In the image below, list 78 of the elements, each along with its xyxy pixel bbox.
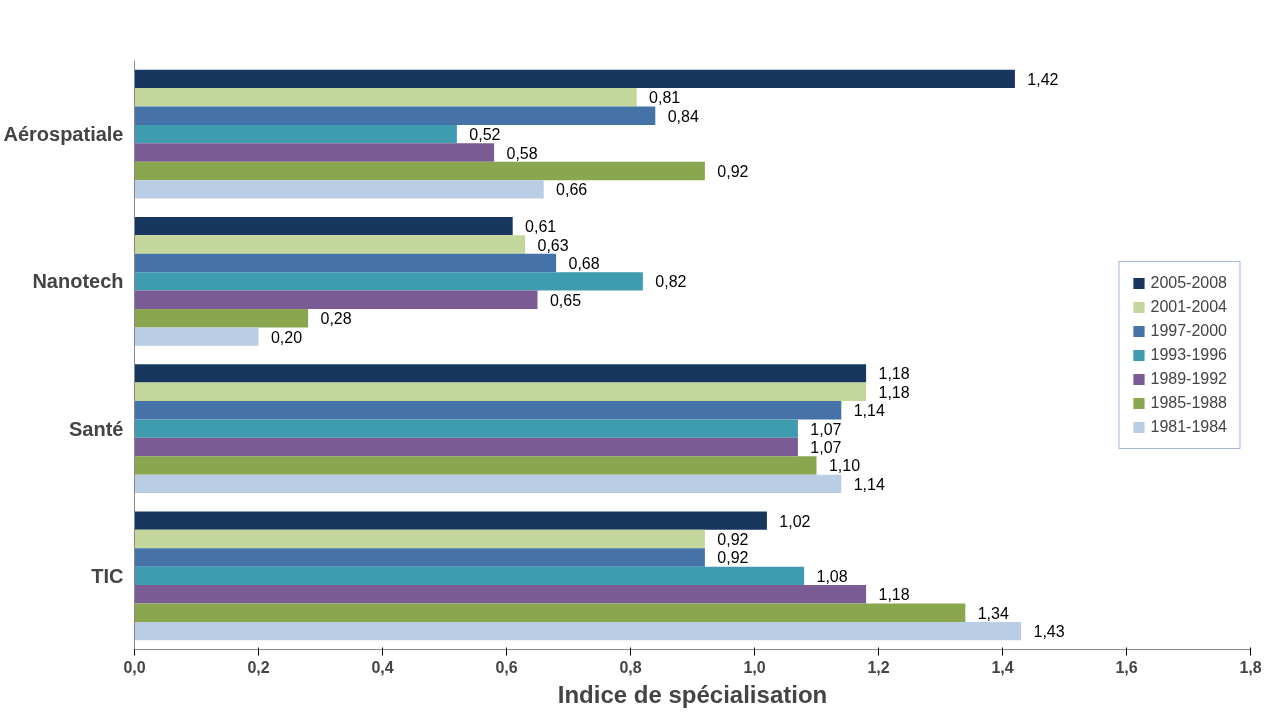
bar (134, 327, 259, 346)
data-label: 1,18 (878, 383, 910, 401)
legend-label: 2005-2008 (1150, 273, 1227, 292)
data-label: 0,65 (549, 291, 582, 309)
data-label: 0,66 (556, 181, 588, 199)
bar (134, 180, 544, 199)
legend-label: 2001-2004 (1150, 297, 1227, 316)
legend-label: 1997-2000 (1150, 321, 1227, 340)
bar (134, 511, 767, 530)
bar (134, 603, 966, 622)
bar (134, 621, 1022, 641)
data-label: 0,28 (320, 310, 352, 328)
data-label: 0,58 (506, 144, 538, 162)
y-tick-label: TIC (91, 564, 124, 587)
bar (134, 566, 805, 586)
bar (134, 419, 798, 438)
data-label: 1,08 (816, 567, 848, 585)
bar (134, 235, 526, 254)
bar (134, 364, 867, 383)
bar (134, 253, 557, 273)
data-label: 0,92 (717, 162, 749, 180)
x-tick-label: 1,8 (1239, 658, 1262, 676)
data-label: 0,92 (717, 531, 749, 549)
bar (134, 401, 842, 420)
data-label: 1,10 (828, 457, 861, 475)
x-axis-title: Indice de spécialisation (557, 680, 828, 708)
legend-label: 1985-1988 (1150, 393, 1227, 412)
legend-label: 1993-1996 (1150, 345, 1227, 364)
x-tick-label: 1,0 (743, 658, 766, 676)
data-label: 0,84 (667, 107, 699, 125)
bar (134, 548, 705, 567)
data-label: 1,34 (977, 604, 1009, 622)
x-tick-label: 0,4 (371, 658, 394, 676)
data-label: 0,81 (649, 89, 681, 107)
data-label: 1,42 (1027, 70, 1059, 88)
bar (134, 216, 513, 236)
bar (134, 161, 705, 181)
bar (134, 308, 309, 328)
data-label: 0,61 (525, 218, 557, 236)
x-tick-label: 1,2 (867, 658, 890, 676)
x-tick-label: 0,6 (495, 658, 518, 676)
data-label: 1,02 (779, 512, 811, 530)
legend-label: 1989-1992 (1150, 369, 1227, 388)
x-tick-label: 0,2 (247, 658, 270, 676)
legend-label: 1981-1984 (1150, 417, 1227, 436)
bar (134, 106, 656, 125)
y-tick-label: Aérospatiale (3, 123, 124, 146)
bar (134, 272, 643, 291)
bar (134, 474, 842, 494)
y-tick-label: Nanotech (32, 270, 124, 293)
data-label: 1,43 (1033, 623, 1065, 641)
x-tick-label: 1,4 (991, 658, 1014, 676)
x-tick-label: 1,6 (1115, 658, 1138, 676)
bar (134, 290, 538, 309)
data-label: 0,92 (717, 549, 749, 567)
data-label: 0,82 (655, 273, 687, 291)
bar (134, 437, 798, 457)
bar (134, 143, 495, 162)
bar (134, 124, 457, 144)
bar (134, 585, 867, 604)
data-label: 1,07 (810, 439, 842, 457)
y-tick-label: Santé (69, 417, 124, 440)
bar (134, 529, 705, 549)
data-label: 0,52 (469, 126, 501, 144)
data-label: 0,63 (537, 236, 569, 254)
x-tick-label: 0,0 (123, 658, 146, 676)
bar (134, 382, 867, 402)
data-label: 1,14 (853, 402, 885, 420)
data-label: 1,14 (853, 475, 885, 493)
bar (134, 456, 817, 475)
bar (134, 88, 637, 107)
data-label: 0,68 (568, 254, 600, 272)
bar (134, 69, 1015, 89)
data-label: 1,18 (878, 586, 910, 604)
x-tick-label: 0,8 (619, 658, 642, 676)
data-label: 0,20 (270, 328, 303, 346)
data-label: 1,07 (810, 420, 842, 438)
data-label: 1,18 (878, 365, 910, 383)
